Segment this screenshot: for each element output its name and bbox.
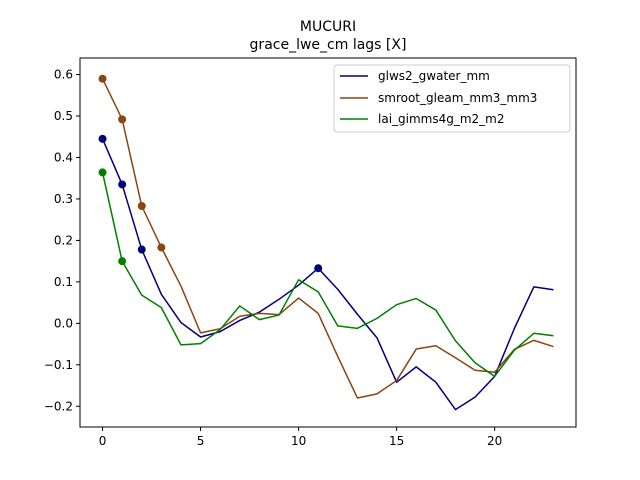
x-tick-label: 5 xyxy=(197,434,205,448)
legend-frame xyxy=(333,64,571,133)
series-line-1 xyxy=(101,78,554,399)
series-marker-0-11 xyxy=(314,264,323,273)
series-line-2 xyxy=(101,172,554,378)
legend-label-lai: lai_gimms4g_m2_m2 xyxy=(378,112,505,126)
series-marker-1-3 xyxy=(157,243,166,252)
legend-label-smroot: smroot_gleam_mm3_mm3 xyxy=(378,91,537,105)
y-axis: −0.2 −0.1 0.0 0.1 0.2 0.3 0.4 0.5 0.6 xyxy=(44,68,80,413)
y-tick-label: 0.0 xyxy=(54,316,73,330)
y-tick-label: 0.3 xyxy=(54,192,73,206)
series-marker-1-2 xyxy=(137,202,146,211)
chart-subtitle: grace_lwe_cm lags [X] xyxy=(250,37,407,53)
series-line-0 xyxy=(101,138,554,411)
series-marker-2-1 xyxy=(118,257,127,266)
x-tick-label: 20 xyxy=(487,434,502,448)
axes-frame xyxy=(79,57,577,428)
series-marker-1-1 xyxy=(118,115,127,124)
y-tick-label: 0.6 xyxy=(54,68,73,82)
chart-title: MUCURI xyxy=(300,19,356,35)
series-marker-0-0 xyxy=(98,134,107,143)
x-axis: 0 5 10 15 20 xyxy=(99,427,502,448)
series-marker-0-2 xyxy=(137,245,146,254)
y-tick-label: 0.4 xyxy=(54,151,73,165)
series-marker-1-0 xyxy=(98,74,107,83)
x-tick-label: 15 xyxy=(389,434,404,448)
x-tick-label: 10 xyxy=(291,434,306,448)
legend: glws2_gwater_mm smroot_gleam_mm3_mm3 lai… xyxy=(333,64,571,133)
y-tick-label: 0.5 xyxy=(54,109,73,123)
plot-area xyxy=(98,74,554,411)
y-tick-label: −0.2 xyxy=(44,399,73,413)
x-tick-label: 0 xyxy=(99,434,107,448)
legend-label-glws2: glws2_gwater_mm xyxy=(378,69,490,83)
series-marker-2-0 xyxy=(98,168,107,177)
series-marker-0-1 xyxy=(118,180,127,189)
y-tick-label: 0.1 xyxy=(54,275,73,289)
y-tick-label: 0.2 xyxy=(54,233,73,247)
y-tick-label: −0.1 xyxy=(44,358,73,372)
